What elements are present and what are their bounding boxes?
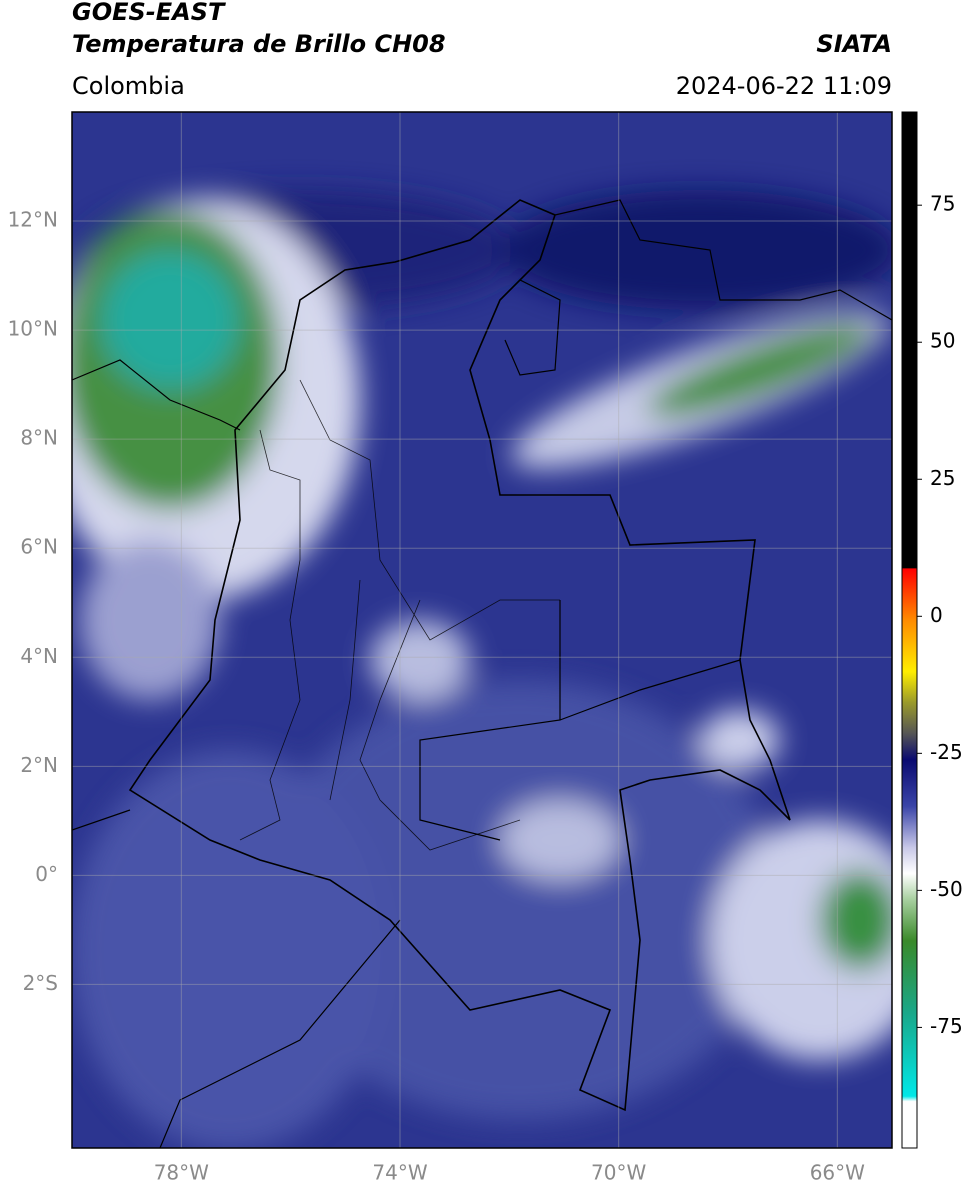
x-tick-label: 74°W	[372, 1161, 427, 1185]
subtitle: Temperatura de Brillo CH08	[72, 30, 446, 58]
source: SIATA	[816, 30, 892, 58]
colorbar-tick-label: -50	[930, 877, 963, 901]
map-frame	[71, 111, 893, 1149]
y-tick-label: 6°N	[20, 535, 58, 559]
title: GOES-EAST	[72, 0, 226, 26]
x-tick-label: 66°W	[810, 1161, 865, 1185]
y-tick-label: 12°N	[8, 208, 58, 232]
colorbar-tick-label: 0	[930, 603, 943, 627]
y-tick-label: 10°N	[8, 317, 58, 341]
y-tick-label: 4°N	[20, 644, 58, 668]
colorbar-tick-label: 25	[930, 466, 955, 490]
region: Colombia	[72, 72, 185, 100]
y-tick-label: 2°S	[23, 971, 58, 995]
header: GOES-EAST Temperatura de Brillo CH08 SIA…	[72, 0, 892, 100]
datetime: 2024-06-22 11:09	[676, 72, 892, 100]
y-tick-label: 0°	[35, 862, 58, 886]
satellite-image	[72, 112, 892, 1148]
y-tick-label: 8°N	[20, 426, 58, 450]
colorbar-tick-label: 50	[930, 329, 955, 353]
x-tick-label: 78°W	[154, 1161, 209, 1185]
colorbar	[901, 111, 918, 1149]
gridlines	[72, 112, 892, 1148]
colorbar-tick-label: -25	[930, 740, 963, 764]
colorbar-tick-label: 75	[930, 192, 955, 216]
y-tick-label: 2°N	[20, 753, 58, 777]
colorbar-tick-label: -75	[930, 1014, 963, 1038]
x-tick-label: 70°W	[591, 1161, 646, 1185]
